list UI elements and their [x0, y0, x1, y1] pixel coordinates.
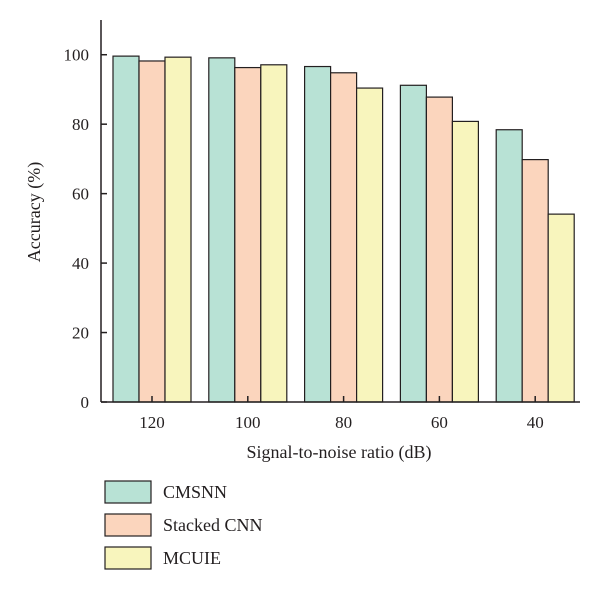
legend-swatch: [104, 546, 152, 570]
bar-stacked-cnn-100: [234, 66, 262, 403]
x-tick-label: 60: [431, 413, 448, 432]
y-tick-label: 100: [64, 46, 90, 65]
legend: CMSNN Stacked CNN MCUIE: [104, 480, 262, 570]
bar-cmsnn-100: [208, 57, 236, 403]
bar-mcuie-40: [547, 213, 575, 403]
legend-item: Stacked CNN: [104, 513, 262, 537]
x-tick-label: 120: [139, 413, 165, 432]
y-tick-label: 60: [72, 185, 89, 204]
bar-stacked-cnn-40: [521, 159, 549, 403]
legend-label: MCUIE: [163, 548, 221, 568]
legend-swatch: [104, 513, 152, 537]
y-tick-label: 20: [72, 324, 89, 343]
bar-stacked-cnn-120: [138, 60, 166, 403]
legend-swatch: [104, 480, 152, 504]
legend-item: MCUIE: [104, 546, 221, 570]
bar-cmsnn-120: [112, 55, 140, 403]
bar-cmsnn-60: [399, 84, 427, 403]
y-tick-label: 0: [81, 393, 90, 412]
y-axis-ticks: 0 20 40 60 80 100: [64, 46, 107, 412]
bar-mcuie-100: [260, 64, 288, 403]
legend-label: CMSNN: [163, 482, 227, 502]
x-tick-label: 40: [527, 413, 544, 432]
bar-mcuie-120: [164, 56, 192, 403]
x-tick-label: 100: [235, 413, 261, 432]
x-tick-label: 80: [335, 413, 352, 432]
bar-cmsnn-80: [304, 65, 332, 403]
x-axis-title: Signal-to-noise ratio (dB): [247, 442, 432, 463]
legend-label: Stacked CNN: [163, 515, 262, 535]
bar-stacked-cnn-80: [330, 72, 358, 403]
x-axis-ticks: 120 100 80 60 40: [139, 396, 544, 432]
bar-mcuie-80: [356, 87, 384, 403]
y-tick-label: 80: [72, 115, 89, 134]
y-axis-title: Accuracy (%): [24, 162, 45, 262]
bar-cmsnn-40: [495, 129, 523, 403]
bars-layer: [112, 55, 575, 403]
legend-item: CMSNN: [104, 480, 227, 504]
y-tick-label: 40: [72, 254, 89, 273]
bar-mcuie-60: [451, 120, 479, 403]
bar-stacked-cnn-60: [425, 96, 453, 403]
